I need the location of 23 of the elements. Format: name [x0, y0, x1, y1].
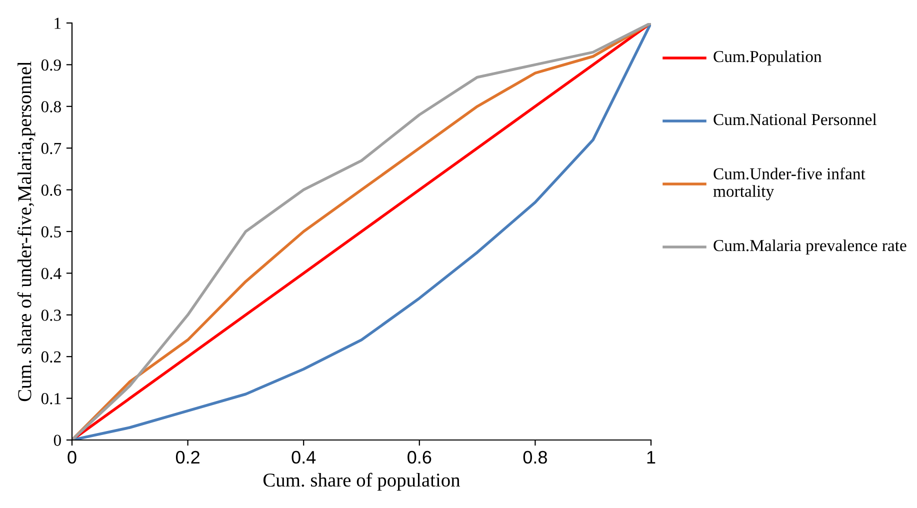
y-tick-label: 0.6: [41, 184, 62, 196]
y-axis-title: Cum. share of under-five,Malaria,personnel: [17, 61, 36, 402]
y-tick-label: 0.9: [41, 59, 61, 71]
y-tick-label: 0.4: [41, 268, 62, 280]
y-tick-label: 0.2: [41, 351, 61, 363]
y-tick-label: 0.5: [41, 226, 61, 238]
legend-label: Cum.Population: [714, 50, 822, 66]
x-tick-label: 0.4: [292, 450, 316, 464]
y-tick-label: 0.7: [41, 142, 62, 154]
x-tick-label: 0: [68, 450, 76, 464]
legend-label: Cum.Under-five infant mortality: [713, 168, 866, 200]
x-tick-label: 1: [647, 451, 656, 464]
x-tick-label: 0.6: [408, 450, 432, 464]
y-tick-label: 0.3: [41, 310, 61, 321]
y-tick-label: 0.8: [41, 101, 61, 112]
legend-label: Cum.Malaria prevalence rate: [714, 239, 906, 255]
x-tick-label: 0.2: [176, 450, 200, 464]
x-axis-title: Cum. share of population: [263, 472, 460, 491]
y-tick-label: 0.1: [41, 393, 61, 404]
y-tick-label: 0: [54, 434, 61, 446]
y-tick-label: 1: [54, 18, 61, 29]
legend-label: Cum.National Personnel: [714, 113, 877, 126]
x-tick-label: 0.8: [523, 450, 547, 464]
